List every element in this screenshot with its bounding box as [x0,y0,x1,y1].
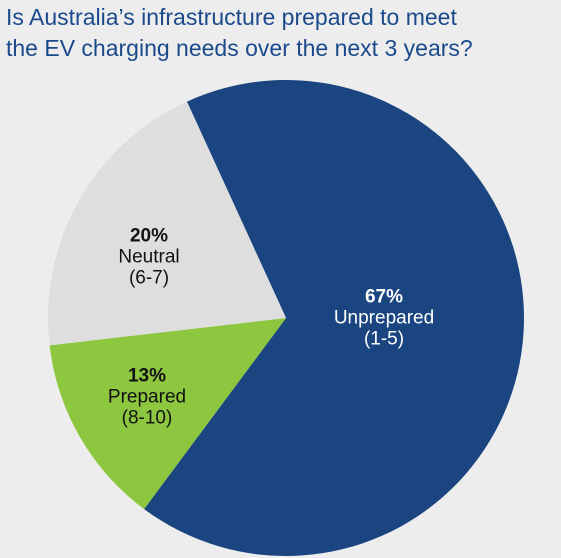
slice-unprepared-name: Unprepared [333,307,435,329]
chart-title-line-2: the EV charging needs over the next 3 ye… [6,35,473,61]
slice-prepared-name: Prepared [107,386,187,408]
pie-slice-unprepared [144,79,525,556]
chart-title-line-1: Is Australia’s infrastructure prepared t… [6,4,457,30]
slice-neutral-range: (6-7) [128,267,170,289]
slice-prepared-percent: 13% [127,365,167,387]
slice-neutral-percent: 20% [129,225,169,247]
pie-slice-neutral [48,101,286,346]
slice-unprepared-percent: 67% [364,286,404,308]
slice-label-neutral: 20% Neutral (6-7) [118,226,179,289]
slice-label-prepared: 13% Prepared (8-10) [108,366,186,429]
slice-label-unprepared: 67% Unprepared (1-5) [334,287,434,350]
slice-prepared-range: (8-10) [121,407,173,429]
slice-unprepared-range: (1-5) [363,328,405,350]
slice-neutral-name: Neutral [118,246,180,268]
chart-title: Is Australia’s infrastructure prepared t… [6,2,558,64]
pie-slice-prepared [49,318,286,510]
